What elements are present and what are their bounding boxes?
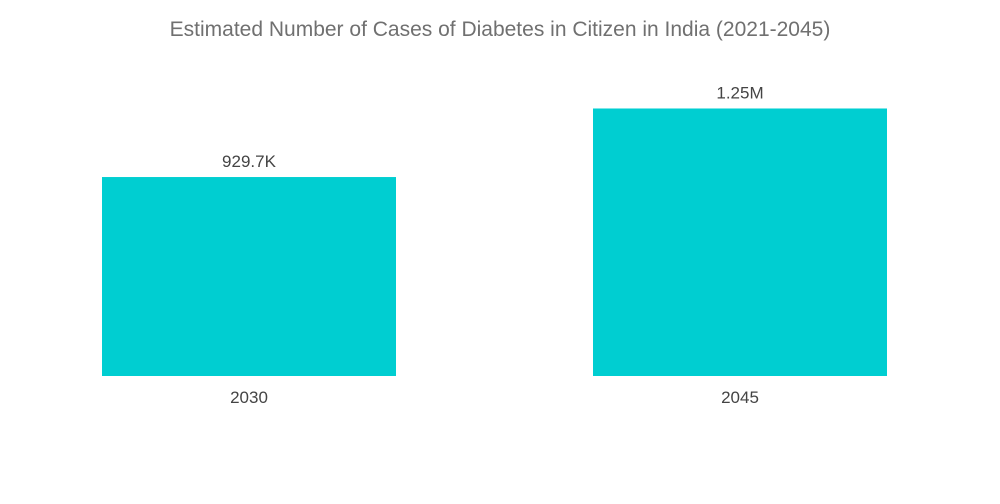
data-label-2045: 1.25M <box>716 83 763 102</box>
bar-2030 <box>102 177 396 376</box>
x-tick-label-2030: 2030 <box>230 388 268 407</box>
x-tick-label-2045: 2045 <box>721 388 759 407</box>
data-label-2030: 929.7K <box>222 152 277 171</box>
chart-title: Estimated Number of Cases of Diabetes in… <box>169 18 831 41</box>
bar-2045 <box>593 108 887 377</box>
